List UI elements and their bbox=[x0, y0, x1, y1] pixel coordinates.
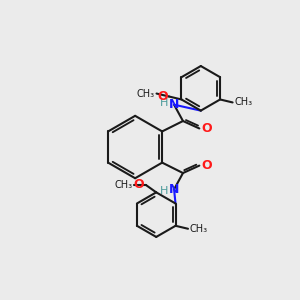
Text: O: O bbox=[202, 159, 212, 172]
Text: N: N bbox=[169, 183, 179, 196]
Text: CH₃: CH₃ bbox=[234, 98, 252, 107]
Text: CH₃: CH₃ bbox=[190, 224, 208, 234]
Text: O: O bbox=[157, 90, 167, 103]
Text: H: H bbox=[160, 98, 169, 108]
Text: O: O bbox=[134, 178, 144, 191]
Text: O: O bbox=[202, 122, 212, 135]
Text: H: H bbox=[160, 186, 169, 196]
Text: N: N bbox=[169, 98, 179, 111]
Text: CH₃: CH₃ bbox=[137, 88, 155, 98]
Text: CH₃: CH₃ bbox=[114, 180, 132, 190]
